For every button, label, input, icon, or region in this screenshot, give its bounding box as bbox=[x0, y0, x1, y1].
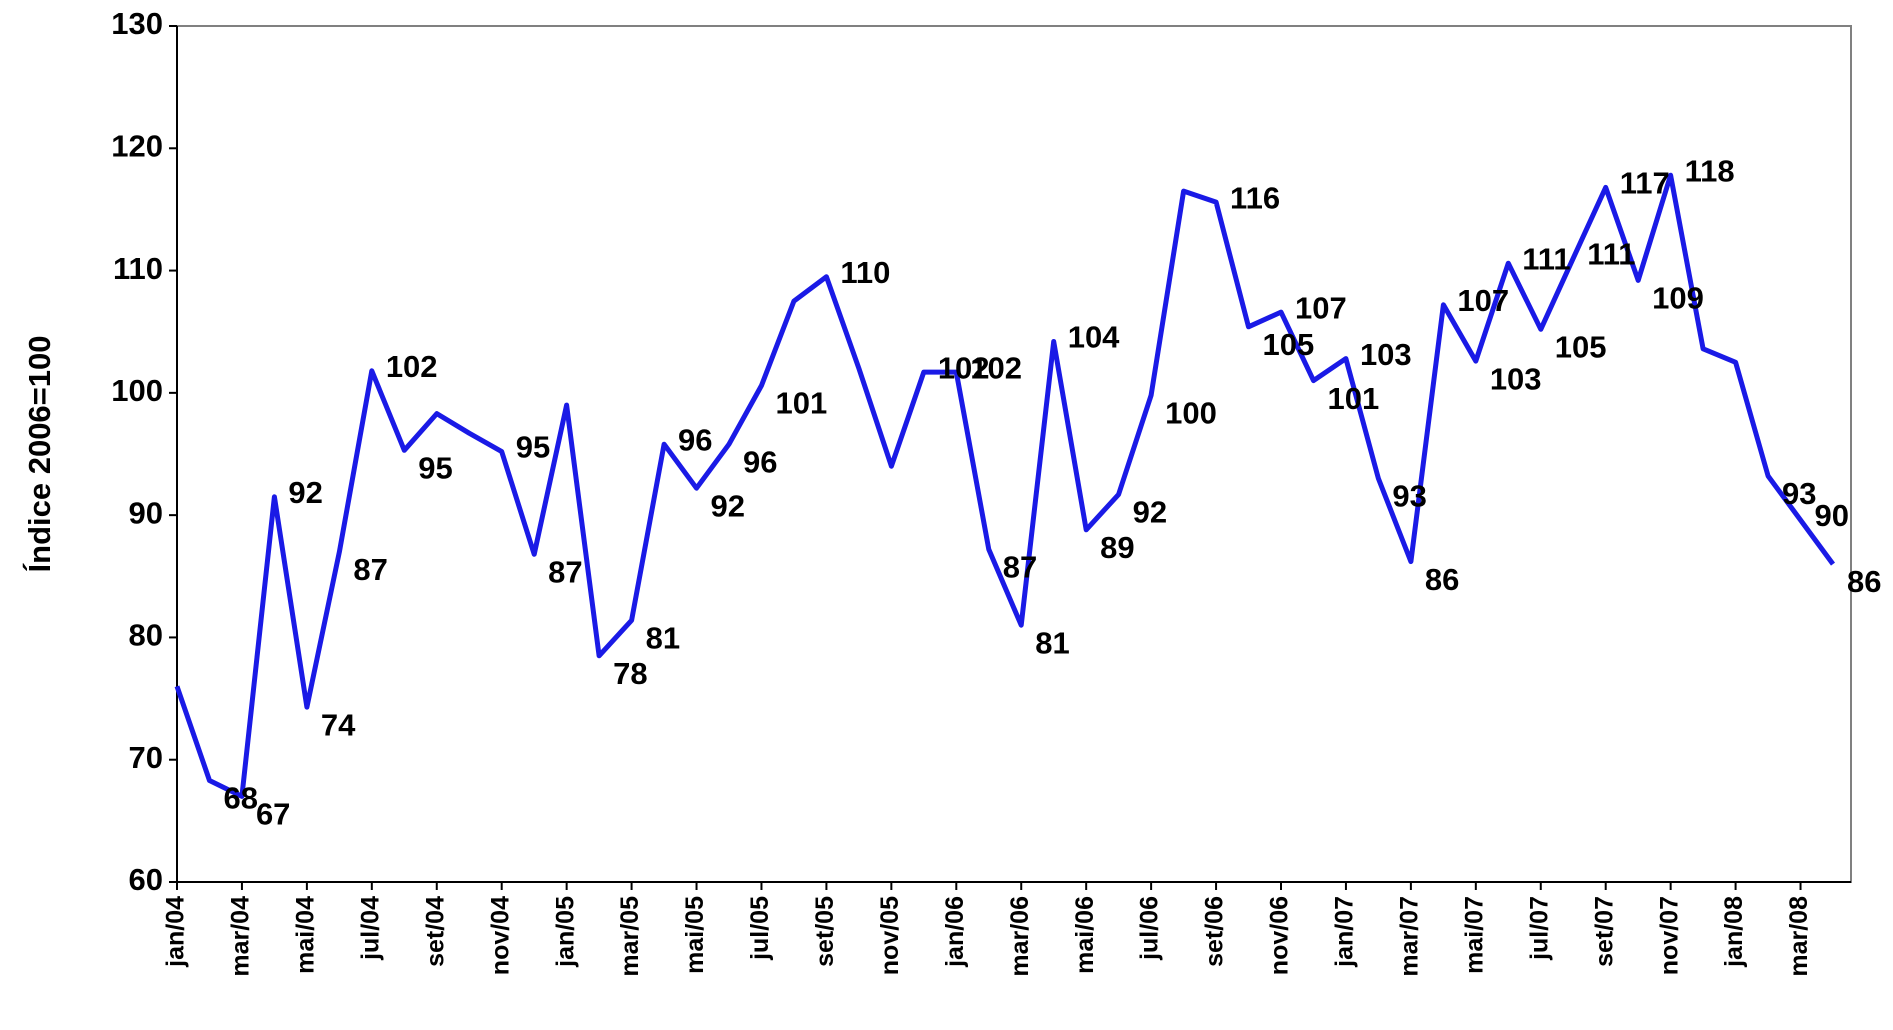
data-label: 105 bbox=[1263, 327, 1315, 362]
data-label: 111 bbox=[1522, 241, 1570, 276]
x-tick-label: nov/05 bbox=[876, 896, 904, 975]
y-tick-label: 60 bbox=[129, 862, 163, 897]
data-label: 96 bbox=[743, 444, 777, 479]
x-tick-label: jan/07 bbox=[1331, 896, 1359, 968]
data-label: 101 bbox=[1327, 381, 1379, 416]
data-label: 95 bbox=[418, 451, 452, 486]
x-tick-label: jan/06 bbox=[941, 896, 969, 968]
x-tick-label: set/06 bbox=[1201, 896, 1229, 967]
data-label: 90 bbox=[1815, 498, 1849, 533]
data-label: 107 bbox=[1295, 290, 1347, 325]
data-label: 92 bbox=[711, 488, 745, 523]
data-label: 95 bbox=[516, 430, 550, 465]
x-tick-label: mai/07 bbox=[1460, 896, 1488, 974]
x-tick-label: set/05 bbox=[811, 896, 839, 967]
data-label: 105 bbox=[1555, 329, 1607, 364]
y-tick-label: 70 bbox=[129, 740, 163, 775]
y-tick-label: 100 bbox=[111, 373, 163, 408]
data-label: 68 bbox=[223, 781, 257, 816]
x-tick-label: nov/07 bbox=[1655, 896, 1683, 975]
data-label: 92 bbox=[1133, 495, 1167, 530]
x-tick-label: mar/07 bbox=[1395, 896, 1423, 977]
data-label: 93 bbox=[1782, 476, 1816, 511]
data-label: 100 bbox=[1165, 395, 1217, 430]
x-tick-label: mar/06 bbox=[1006, 896, 1034, 977]
data-label: 81 bbox=[646, 620, 680, 655]
data-label: 86 bbox=[1847, 564, 1881, 599]
x-tick-label: mar/08 bbox=[1785, 896, 1813, 977]
x-tick-label: set/07 bbox=[1590, 896, 1618, 967]
data-label: 102 bbox=[970, 350, 1022, 385]
x-tick-label: jul/06 bbox=[1136, 896, 1164, 961]
data-label: 103 bbox=[1360, 337, 1412, 372]
data-label: 103 bbox=[1490, 361, 1542, 396]
data-label: 104 bbox=[1068, 320, 1120, 355]
x-tick-label: jul/05 bbox=[746, 896, 774, 961]
x-tick-label: mai/05 bbox=[681, 896, 709, 974]
y-axis-label: Índice 2006=100 bbox=[22, 336, 57, 573]
data-label: 87 bbox=[548, 554, 582, 589]
y-tick-label: 110 bbox=[113, 251, 163, 286]
data-label: 102 bbox=[386, 349, 438, 384]
data-label: 67 bbox=[256, 797, 290, 832]
data-label: 78 bbox=[613, 656, 647, 691]
x-tick-label: jul/04 bbox=[356, 896, 384, 961]
y-tick-label: 80 bbox=[129, 618, 163, 653]
data-label: 87 bbox=[1003, 550, 1037, 585]
x-tick-label: jul/07 bbox=[1525, 896, 1553, 961]
x-tick-label: jan/04 bbox=[162, 896, 190, 968]
data-label: 116 bbox=[1230, 180, 1280, 215]
y-tick-label: 130 bbox=[111, 6, 163, 41]
x-tick-label: mai/06 bbox=[1071, 896, 1099, 974]
x-tick-label: mai/04 bbox=[291, 896, 319, 974]
data-label: 101 bbox=[775, 386, 827, 421]
data-label: 89 bbox=[1100, 530, 1134, 565]
y-tick-label: 120 bbox=[111, 128, 163, 163]
x-tick-label: nov/04 bbox=[486, 896, 514, 975]
data-label: 92 bbox=[288, 475, 322, 510]
data-label: 118 bbox=[1685, 153, 1735, 188]
x-tick-label: mar/04 bbox=[227, 896, 255, 977]
data-label: 81 bbox=[1035, 625, 1069, 660]
x-tick-label: mar/05 bbox=[616, 896, 644, 977]
y-tick-label: 90 bbox=[129, 495, 163, 530]
x-tick-label: jan/08 bbox=[1720, 896, 1748, 968]
data-label: 96 bbox=[678, 422, 712, 457]
data-label: 109 bbox=[1652, 281, 1704, 316]
x-tick-label: set/04 bbox=[421, 896, 449, 967]
data-label: 87 bbox=[353, 552, 387, 587]
data-label: 102 bbox=[938, 350, 990, 385]
data-label: 86 bbox=[1425, 562, 1459, 597]
x-tick-label: nov/06 bbox=[1266, 896, 1294, 975]
data-label: 111 bbox=[1587, 237, 1635, 272]
data-label: 107 bbox=[1457, 283, 1509, 318]
x-tick-label: jan/05 bbox=[551, 896, 579, 968]
data-label: 93 bbox=[1392, 479, 1426, 514]
data-label: 110 bbox=[840, 255, 890, 290]
data-label: 74 bbox=[321, 707, 356, 742]
data-line bbox=[174, 172, 1836, 799]
data-label: 117 bbox=[1620, 166, 1670, 201]
